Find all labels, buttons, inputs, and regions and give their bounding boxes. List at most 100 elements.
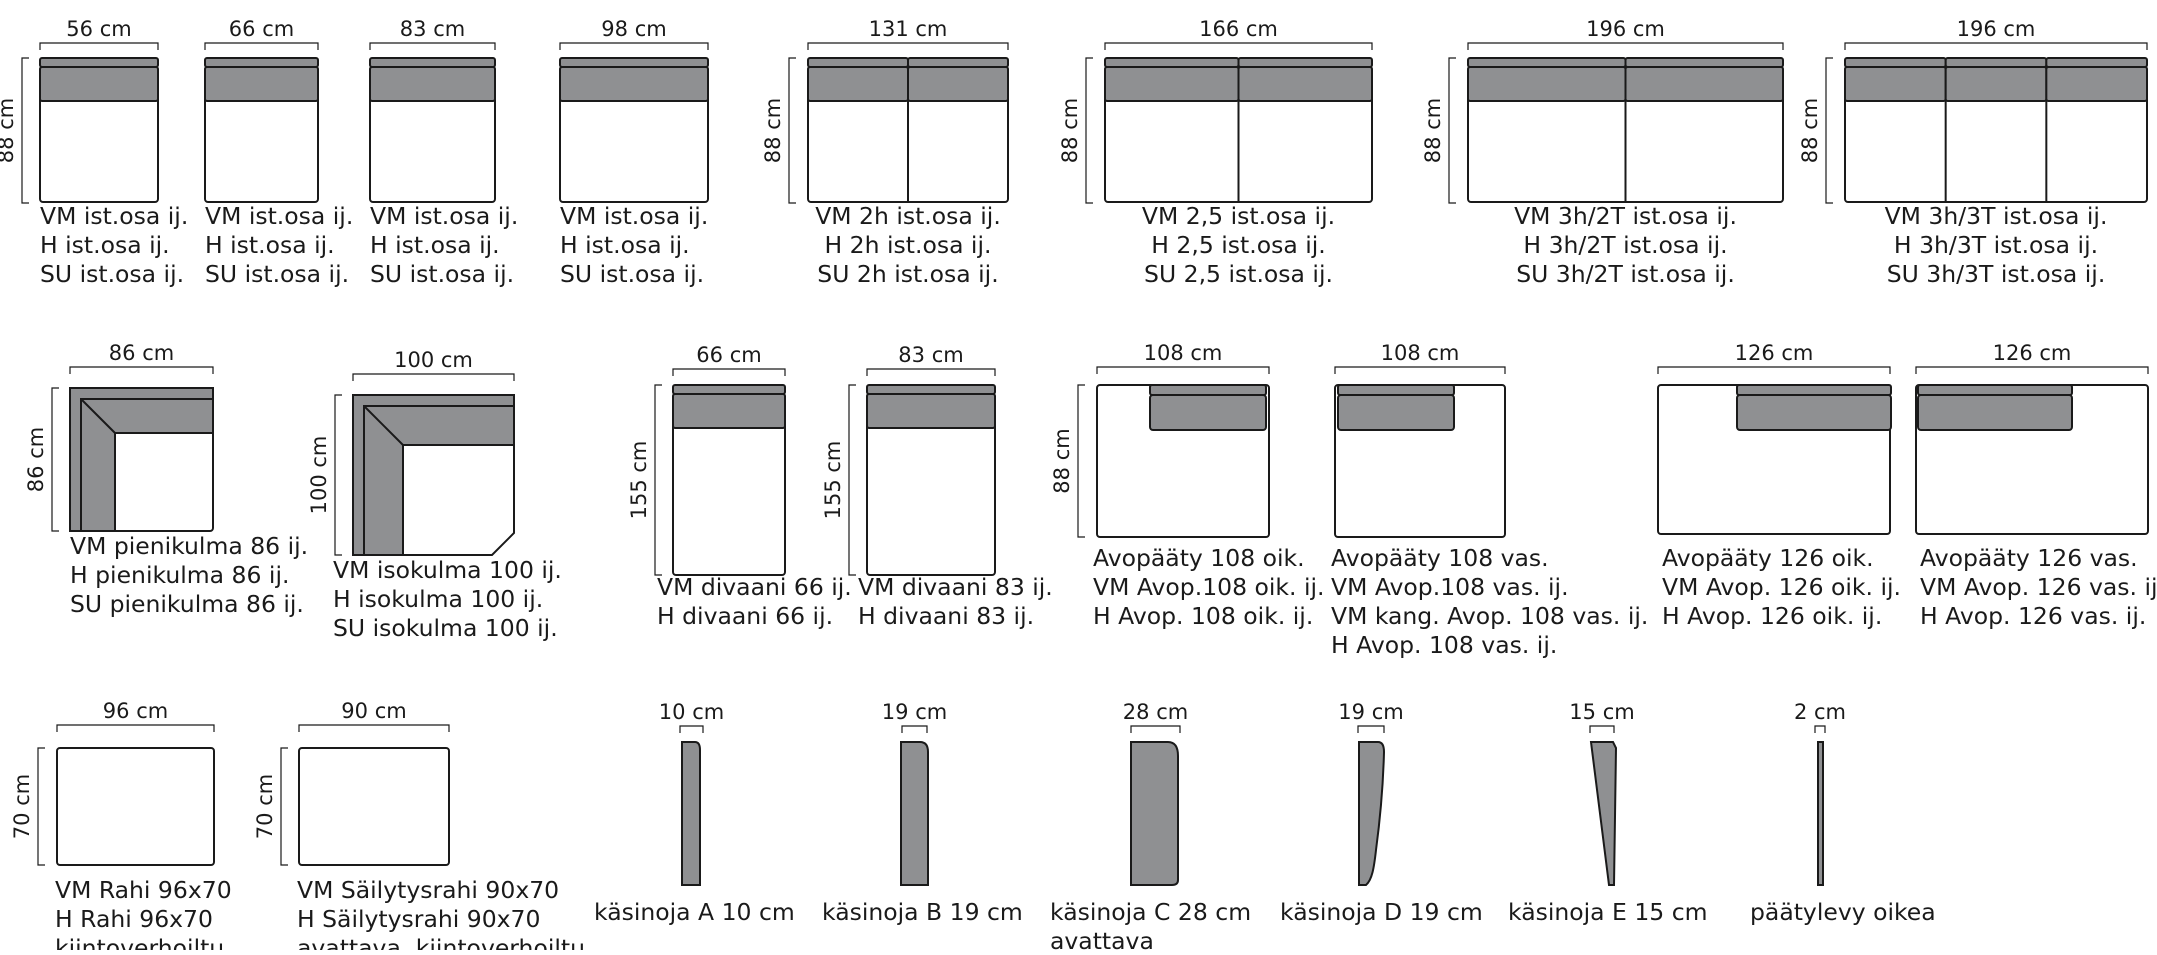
caption-line: VM ist.osa ij. [40, 202, 188, 230]
width-dimension-line [1589, 725, 1615, 733]
back-cushion [672, 393, 786, 429]
width-dimension-line [1096, 366, 1270, 374]
back-cushion [866, 393, 996, 429]
caption-line: H Säilytysrahi 90x70 [297, 905, 540, 933]
width-label: 90 cm [341, 699, 406, 723]
height-label: 88 cm [1798, 98, 1822, 163]
caption-line: H divaani 83 ij. [858, 602, 1034, 630]
height-dimension-line [21, 57, 29, 204]
backrest-top [1337, 384, 1455, 396]
backrest-top [1149, 384, 1267, 396]
caption-line: avattava [1050, 927, 1154, 950]
caption-line: Avopääty 108 oik. [1093, 544, 1305, 572]
back-cushion [807, 66, 909, 102]
height-dimension-line [1085, 57, 1093, 204]
corner-86-module: 86 cm 86 cm VM pienikulma 86 ij.H pienikul… [24, 341, 308, 618]
caption-line: H Avop. 126 vas. ij. [1920, 602, 2146, 630]
height-dimension-line [334, 394, 342, 556]
chaise-chaise-66: 66 cm 155 cm VM divaani 66 ij.H divaani 66… [627, 343, 852, 630]
armrest-end-panel: 2 cm päätylevy oikea [1750, 700, 1936, 926]
corner-100-module: 100 cm 100 cm VM isokulma 100 ij.H isokulm… [307, 348, 562, 642]
width-dimension-line [352, 373, 515, 381]
caption-line: SU ist.osa ij. [370, 260, 514, 288]
width-label: 28 cm [1123, 700, 1188, 724]
backrest-top [672, 384, 786, 395]
caption-line: VM isokulma 100 ij. [333, 556, 562, 584]
height-label: 100 cm [307, 436, 331, 515]
width-label: 98 cm [601, 17, 666, 41]
backrest-top [1467, 57, 1627, 68]
armrest-profile [900, 741, 929, 886]
backrest-top [1624, 57, 1784, 68]
width-dimension-line [1657, 366, 1891, 374]
width-label: 131 cm [869, 17, 948, 41]
height-dimension-line [788, 57, 796, 204]
width-dimension-line [1130, 725, 1181, 733]
height-dimension-line [848, 384, 856, 576]
armrest-armrest-d: 19 cm käsinoja D 19 cm [1280, 700, 1483, 926]
back-cushion [1624, 66, 1784, 102]
seat-section-seat-83: 83 cm VM ist.osa ij.H ist.osa ij.SU ist.o… [369, 17, 518, 288]
ottoman-outline [56, 747, 215, 866]
caption-line: käsinoja D 19 cm [1280, 898, 1483, 926]
backrest-top [204, 57, 319, 68]
caption-line: käsinoja B 19 cm [822, 898, 1023, 926]
height-dimension-line [51, 387, 59, 532]
caption-line: VM divaani 66 ij. [657, 573, 852, 601]
height-dimension-line [1448, 57, 1456, 204]
height-dimension-line [37, 747, 45, 866]
corner-mitre [80, 398, 116, 434]
width-dimension-line [1814, 725, 1826, 733]
caption-line: SU 3h/2T ist.osa ij. [1516, 260, 1735, 288]
open-end-open-end-108-right: 108 cm 88 cm Avopääty 108 oik.VM Avop.108 … [1050, 341, 1325, 630]
caption-line: SU ist.osa ij. [40, 260, 184, 288]
width-dimension-line [204, 42, 319, 50]
caption-line: SU isokulma 100 ij. [333, 614, 558, 642]
width-label: 19 cm [1338, 700, 1403, 724]
width-dimension-line [559, 42, 709, 50]
caption-line: VM Rahi 96x70 [55, 876, 232, 904]
caption-line: H isokulma 100 ij. [333, 585, 543, 613]
width-label: 196 cm [1957, 17, 2036, 41]
width-label: 2 cm [1794, 700, 1846, 724]
height-label: 88 cm [1421, 98, 1445, 163]
width-label: 66 cm [696, 343, 761, 367]
seat-section-seat-196-2: 196 cm 88 cm VM 3h/2T ist.osa ij.H 3h/2T i… [1421, 17, 1784, 288]
width-dimension-line [298, 724, 450, 732]
width-dimension-line [901, 725, 928, 733]
seat-section-seat-196-3: 196 cm 88 cm VM 3h/3T ist.osa ij.H 3h/3T i… [1798, 17, 2149, 288]
width-label: 126 cm [1735, 341, 1814, 365]
caption-line: H 3h/2T ist.osa ij. [1523, 231, 1727, 259]
armrest-armrest-a: 10 cm käsinoja A 10 cm [594, 700, 795, 926]
width-dimension-line [1467, 42, 1784, 50]
height-label: 88 cm [761, 98, 785, 163]
caption-line: H Avop. 108 vas. ij. [1331, 631, 1557, 659]
height-label: 86 cm [24, 427, 48, 492]
width-label: 10 cm [659, 700, 724, 724]
height-dimension-line [654, 384, 662, 576]
backrest-top [39, 57, 159, 68]
width-dimension-line [56, 724, 215, 732]
caption-line: H 2h ist.osa ij. [825, 231, 992, 259]
caption-line: H Avop. 108 oik. ij. [1093, 602, 1313, 630]
caption-line: VM ist.osa ij. [560, 202, 708, 230]
caption-line: Avopääty 126 oik. [1662, 544, 1874, 572]
caption-line: Avopääty 108 vas. [1331, 544, 1549, 572]
caption-line: SU ist.osa ij. [560, 260, 704, 288]
armrest-armrest-b: 19 cm käsinoja B 19 cm [822, 700, 1023, 926]
width-label: 126 cm [1993, 341, 2072, 365]
seat-section-seat-131: 131 cm 88 cm VM 2h ist.osa ij.H 2h ist.osa… [761, 17, 1009, 288]
height-label: 88 cm [0, 98, 18, 163]
width-label: 86 cm [109, 341, 174, 365]
width-label: 15 cm [1569, 700, 1634, 724]
armrest-armrest-e: 15 cm käsinoja E 15 cm [1508, 700, 1708, 926]
width-dimension-line [1915, 366, 2149, 374]
armrest-profile [681, 741, 701, 886]
caption-line: SU 3h/3T ist.osa ij. [1887, 260, 2106, 288]
width-dimension-line [807, 42, 1009, 50]
backrest-top [1736, 384, 1892, 396]
backrest-top [907, 57, 1009, 68]
width-dimension-line [1104, 42, 1373, 50]
width-dimension-line [679, 725, 704, 733]
caption-line: VM Säilytysrahi 90x70 [297, 876, 559, 904]
